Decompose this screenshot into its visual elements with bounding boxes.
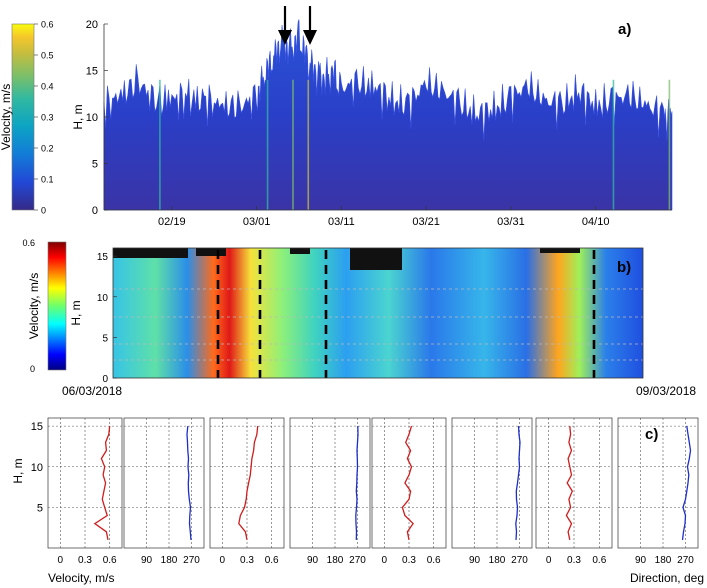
panel-b-end-date: 09/03/2018: [636, 384, 696, 398]
velocity-profile-line: [93, 426, 111, 541]
y-tick-label: 10: [86, 112, 98, 124]
velocity-streak: [292, 79, 294, 210]
direction-profile-line: [186, 426, 192, 540]
direction-profile-line: [355, 426, 359, 540]
velocity-profile-line: [401, 425, 414, 541]
panel-a-depth-area: [103, 19, 673, 211]
profile-frame: [123, 417, 205, 549]
panel-b-y-ticks: 0 5 10 15: [97, 252, 117, 385]
velocity-streak: [668, 79, 671, 210]
velocity-tick-label: 0: [58, 555, 64, 566]
velocity-tick-label: 0: [382, 555, 388, 566]
panel-a-colorbar: [11, 23, 35, 211]
velocity-streak: [266, 79, 269, 210]
velocity-streak: [612, 79, 615, 210]
x-tick-label: 03/11: [328, 216, 355, 228]
y-tick-label: 10: [31, 462, 43, 474]
direction-profile-line: [515, 426, 521, 540]
y-tick-label: 15: [31, 421, 43, 433]
velocity-profile-line: [565, 426, 574, 541]
velocity-tick-label: 0.3: [402, 555, 416, 566]
direction-tick-label: 270: [511, 555, 528, 566]
arrow-annotation: [278, 6, 292, 45]
velocity-tick-label: 0: [220, 555, 226, 566]
y-tick-label: 0: [92, 205, 98, 217]
direction-tick-label: 90: [307, 555, 319, 566]
velocity-tick-label: 0.6: [103, 555, 117, 566]
panel-a-label: a): [618, 21, 631, 38]
colorbar-tick-label: 0.6: [41, 20, 54, 30]
profile-frame: [289, 417, 371, 549]
colorbar-tick-label: 0.1: [41, 175, 54, 185]
panel-c-ylabel: H, m: [11, 458, 25, 483]
x-tick-label: 04/10: [582, 216, 610, 228]
panel-a-velocity-streaks: [159, 79, 671, 210]
velocity-tick-label: 0.6: [265, 555, 279, 566]
velocity-streak: [307, 79, 310, 210]
panel-b-colorbar-label: Velocity, m/s: [27, 273, 41, 339]
panel-a-x-ticks: 02/19 03/01 03/11 03/21 03/31 04/10: [158, 206, 609, 228]
arrow-annotation: [303, 6, 317, 45]
x-tick-label: 03/01: [243, 216, 271, 228]
direction-tick-label: 90: [469, 555, 481, 566]
panel-b-colorbar-tick: 0.6: [22, 238, 35, 248]
colorbar-tick-label: 0: [41, 206, 46, 216]
direction-tick-label: 90: [635, 555, 647, 566]
velocity-streak: [159, 79, 161, 210]
panel-a-y-ticks: 0 5 10 15 20: [86, 19, 108, 217]
velocity-tick-label: 0: [546, 555, 552, 566]
y-tick-label: 5: [92, 159, 98, 171]
profile-frame: [617, 417, 699, 549]
colorbar-tick-label: 0.4: [41, 82, 54, 92]
colorbar-tick-label: 0.3: [41, 113, 54, 123]
panel-b-chart: 0.6 0 Velocity, m/s 0 5 10 15 H, m b) 06/03…: [22, 238, 696, 398]
panel-b-colorbar: [47, 241, 67, 371]
y-tick-label: 10: [97, 293, 109, 304]
y-tick-label: 15: [97, 252, 109, 263]
panel-b-dashed-markers: [216, 250, 596, 378]
direction-tick-label: 270: [183, 555, 200, 566]
velocity-xlabel: Velocity, m/s: [48, 571, 114, 585]
velocity-tick-label: 0.3: [240, 555, 254, 566]
direction-tick-label: 180: [327, 555, 344, 566]
y-tick-label: 5: [102, 333, 108, 344]
panel-a-colorbar-label: Velocity, m/s: [0, 84, 13, 150]
panel-b-surface-mask: [113, 248, 580, 270]
y-tick-label: 20: [86, 19, 98, 31]
x-tick-label: 03/31: [497, 216, 525, 228]
velocity-tick-label: 0.3: [567, 555, 581, 566]
y-tick-label: 5: [37, 502, 43, 514]
profile-frame: [451, 417, 533, 549]
panel-b-start-date: 06/03/2018: [62, 384, 122, 398]
velocity-profile-line: [238, 426, 259, 541]
panel-b-frame: [112, 247, 644, 379]
panel-b-colorbar-tick: 0: [30, 364, 35, 374]
direction-xlabel: Direction, deg: [630, 571, 704, 585]
velocity-tick-label: 0.6: [592, 555, 606, 566]
velocity-tick-label: 0.6: [427, 555, 441, 566]
colorbar-tick-label: 0.2: [41, 144, 54, 154]
panel-a-ylabel: H, m: [71, 104, 85, 129]
direction-tick-label: 180: [655, 555, 672, 566]
velocity-tick-label: 0.3: [78, 555, 92, 566]
direction-tick-label: 90: [141, 555, 153, 566]
direction-profile-line: [681, 426, 692, 540]
direction-tick-label: 180: [489, 555, 506, 566]
panel-b-label: b): [617, 259, 631, 276]
x-tick-label: 03/21: [412, 216, 440, 228]
direction-tick-label: 180: [161, 555, 178, 566]
panel-c-label: c): [645, 426, 658, 443]
y-tick-label: 15: [86, 66, 98, 78]
direction-tick-label: 270: [349, 555, 366, 566]
panel-a-colorbar-ticks: 0 0.1 0.2 0.3 0.4 0.5 0.6: [34, 20, 54, 216]
direction-tick-label: 270: [677, 555, 694, 566]
panel-b-ylabel: H, m: [69, 300, 83, 325]
panel-b-gridlines: [113, 288, 643, 361]
y-tick-label: 0: [102, 374, 108, 385]
panel-c-chart: 0 0.3 0.6 90 180 270 0 0.3 0.6 90 180 270 0 0.3 0.6 90 1…: [11, 417, 704, 585]
colorbar-tick-label: 0.5: [41, 51, 54, 61]
panel-a-chart: 0 0.1 0.2 0.3 0.4 0.5 0.6 Velocity, m/s 0 5 10 15…: [0, 6, 673, 228]
x-tick-label: 02/19: [158, 216, 186, 228]
